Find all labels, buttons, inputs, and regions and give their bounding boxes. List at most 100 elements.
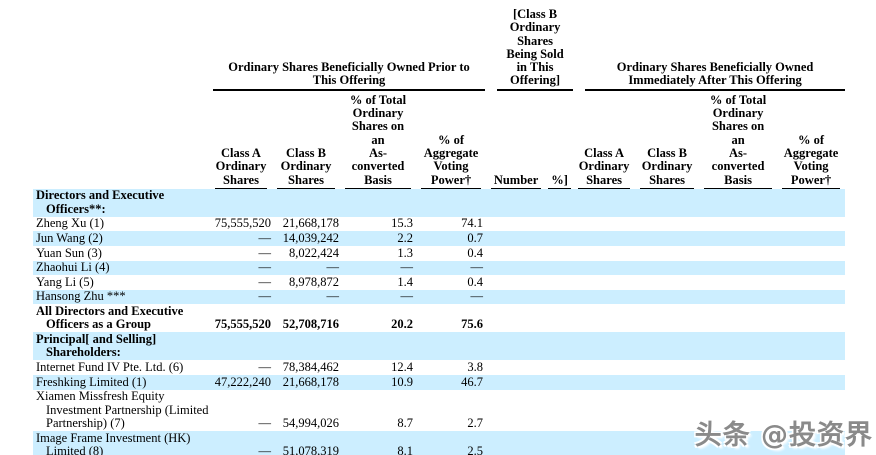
shareholder-name: Zheng Xu (1) (36, 216, 105, 231)
column-header-row: Class A Ordinary Shares Class B Ordinary… (33, 91, 845, 189)
column-header-pct-voting-after: % of Aggregate Voting Power† (777, 91, 845, 189)
class-a-cell: 75,555,520 (214, 317, 271, 332)
pct-total-cell: — (340, 289, 416, 305)
pct-total-cell: 8.1 (340, 431, 416, 455)
pct-total-cell: 8.7 (397, 416, 413, 431)
pct-total-cell: 12.4 (391, 360, 413, 375)
toutiao-watermark: 头条 @投资界 (694, 420, 873, 451)
beneficial-ownership-table: Ordinary Shares Beneficially Owned Prior… (33, 7, 846, 455)
class-b-cell: 14,039,242 (272, 231, 340, 247)
group-header-row: Ordinary Shares Beneficially Owned Prior… (33, 7, 846, 91)
column-header-pct-voting-prior: % of Aggregate Voting Power† (416, 91, 486, 189)
class-b-cell: 21,668,178 (272, 375, 340, 390)
class-b-cell: — (272, 260, 340, 276)
shareholder-row: Internet Fund IV Pte. Ltd. (6) — 78,384,… (33, 360, 845, 375)
empty-after-offering-cells (486, 375, 846, 390)
column-header-pct-total-after: % of Total Ordinary Shares on an As-conv… (699, 91, 777, 189)
column-header-class-b-after: Class B Ordinary Shares (635, 91, 699, 189)
column-header-pct-total-prior: % of Total Ordinary Shares on an As-conv… (340, 91, 416, 189)
pct-voting-cell: 3.8 (467, 360, 484, 375)
shareholder-row: Hansong Zhu *** — — — — (33, 289, 846, 305)
empty-after-offering-cells (486, 231, 846, 247)
empty-after-offering-cells (486, 217, 845, 232)
pct-total-cell: 1.3 (397, 245, 413, 260)
pct-voting-cell: 2.5 (416, 431, 487, 455)
class-b-cell: 51,078,319 (272, 431, 340, 455)
shareholder-name: Hansong Zhu *** (33, 289, 210, 305)
shareholder-row: Zheng Xu (1) 75,555,520 21,668,178 15.3 … (33, 217, 845, 232)
shareholder-name: Xiamen Missfresh Equity Investment Partn… (36, 389, 209, 431)
class-a-cell: — (258, 274, 272, 289)
class-a-cell: — (258, 245, 272, 260)
class-a-cell (210, 188, 272, 217)
shareholder-name: Yuan Sun (3) (36, 245, 102, 260)
empty-after-offering-cells (486, 188, 846, 217)
pct-voting-cell: 0.4 (467, 245, 484, 260)
pct-voting-cell: 0.4 (467, 274, 484, 289)
group-title: [Class B Ordinary Shares Being Sold in T… (506, 7, 564, 88)
column-header-class-b-prior: Class B Ordinary Shares (272, 91, 340, 189)
corner-cell (33, 8, 210, 91)
empty-after-offering-cells (486, 260, 846, 276)
section-row-directors: Directors and Executive Officers**: (33, 188, 846, 217)
class-a-cell: — (210, 289, 272, 305)
shareholder-row: Jun Wang (2) — 14,039,242 2.2 0.7 (33, 231, 846, 247)
shareholder-name: Freshking Limited (1) (33, 375, 210, 390)
class-a-cell: — (258, 416, 272, 431)
empty-after-offering-cells (486, 275, 845, 290)
pct-voting-cell: 0.7 (416, 231, 487, 247)
pct-total-cell: 15.3 (391, 216, 413, 231)
shareholder-name: Image Frame Investment (HK) Limited (8) (33, 431, 210, 455)
pct-total-cell: 1.4 (397, 274, 413, 289)
column-header-class-a-prior: Class A Ordinary Shares (210, 91, 272, 189)
pct-voting-cell: 46.7 (416, 375, 487, 390)
empty-after-offering-cells (486, 289, 846, 305)
group-header-prior-offering: Ordinary Shares Beneficially Owned Prior… (210, 8, 486, 91)
pct-total-cell: 20.2 (391, 317, 413, 332)
shareholder-name: Zhaohui Li (4) (33, 260, 210, 276)
pct-voting-cell (416, 332, 487, 361)
group-title: Ordinary Shares Beneficially Owned Immed… (616, 60, 814, 88)
pct-voting-cell: 74.1 (461, 216, 484, 231)
class-a-cell (210, 332, 272, 361)
empty-after-offering-cells (486, 304, 845, 332)
class-a-cell: — (210, 260, 272, 276)
shareholder-name: Internet Fund IV Pte. Ltd. (6) (36, 360, 184, 375)
shareholder-row: Yang Li (5) — 8,978,872 1.4 0.4 (33, 275, 845, 290)
pct-voting-cell: — (416, 289, 487, 305)
shareholder-row: Xiamen Missfresh Equity Investment Partn… (33, 389, 845, 431)
pct-total-cell: — (340, 260, 416, 276)
class-a-cell: 75,555,520 (214, 216, 271, 231)
column-header-number-sold: Number (486, 91, 546, 189)
empty-after-offering-cells (486, 360, 845, 375)
empty-after-offering-cells (486, 431, 846, 455)
pct-total-cell (340, 188, 416, 217)
total-label: All Directors and Executive Officers as … (36, 304, 184, 332)
empty-after-offering-cells (486, 332, 846, 361)
pct-voting-cell: 2.7 (467, 416, 484, 431)
group-header-after-offering: Ordinary Shares Beneficially Owned Immed… (573, 8, 846, 91)
empty-after-offering-cells (486, 246, 845, 261)
column-header-class-a-after: Class A Ordinary Shares (573, 91, 635, 189)
class-a-cell: — (210, 231, 272, 247)
class-b-cell: 21,668,178 (282, 216, 339, 231)
section-label: Principal[ and Selling] Shareholders: (33, 332, 210, 361)
pct-total-cell: 2.2 (340, 231, 416, 247)
class-b-cell (272, 188, 340, 217)
class-b-cell: 8,978,872 (289, 274, 339, 289)
class-a-cell: 47,222,240 (210, 375, 272, 390)
class-b-cell: 8,022,424 (289, 245, 339, 260)
shareholder-row: Freshking Limited (1) 47,222,240 21,668,… (33, 375, 846, 390)
shareholder-row: Zhaohui Li (4) — — — — (33, 260, 846, 276)
class-a-cell: — (210, 431, 272, 455)
pct-voting-cell: — (416, 260, 487, 276)
section-label: Directors and Executive Officers**: (33, 189, 210, 217)
class-b-cell: 78,384,462 (282, 360, 339, 375)
class-b-cell: 52,708,716 (282, 317, 339, 332)
class-b-cell: 54,994,026 (282, 416, 339, 431)
section-row-principal-shareholders: Principal[ and Selling] Shareholders: (33, 332, 846, 361)
group-header-being-sold: [Class B Ordinary Shares Being Sold in T… (486, 7, 574, 91)
shareholder-row: Image Frame Investment (HK) Limited (8) … (33, 431, 846, 455)
name-column-header (33, 91, 210, 189)
